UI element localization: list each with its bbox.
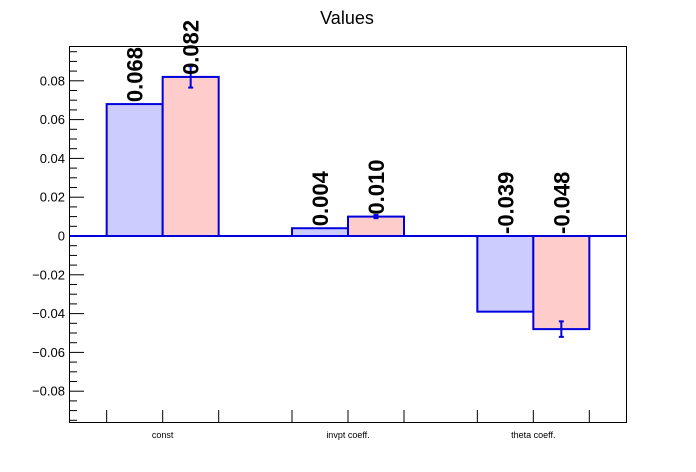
bar-value-label: 0.068 xyxy=(123,47,148,102)
bar xyxy=(291,227,349,238)
bars xyxy=(70,65,626,338)
y-tick-label: −0.06 xyxy=(32,345,65,360)
y-tick-label: 0.02 xyxy=(40,190,65,205)
x-category-label: theta coeff. xyxy=(511,430,555,440)
y-tick-label: 0 xyxy=(58,229,65,244)
bar xyxy=(161,75,220,237)
axis-ticks: −0.08 −0.06 −0.04 −0.02 0 0.02 0.04 0.06 0.08 xyxy=(32,51,590,422)
plot-frame xyxy=(69,46,627,423)
y-tick-label: −0.02 xyxy=(32,267,65,282)
bar-value-label: 0.004 xyxy=(308,170,333,226)
bar-value-label: -0.048 xyxy=(549,172,574,234)
bar-value-labels: 0.068 0.004 -0.039 0.082 0.010 -0.048 xyxy=(123,20,575,234)
bar-value-label: 0.082 xyxy=(179,20,204,75)
chart-title: Values xyxy=(320,8,374,28)
bar-value-label: -0.039 xyxy=(493,172,518,234)
bar-value-label: 0.010 xyxy=(364,160,389,215)
bar xyxy=(476,235,535,313)
y-tick-label: 0.06 xyxy=(40,112,65,127)
bar xyxy=(532,235,591,331)
x-category-label: invpt coeff. xyxy=(326,430,369,440)
y-tick-label: 0.08 xyxy=(40,73,65,88)
bar xyxy=(105,103,164,237)
y-tick-label: −0.08 xyxy=(32,384,65,399)
y-tick-label: 0.04 xyxy=(40,151,65,166)
bar xyxy=(347,215,405,238)
category-labels: const invpt coeff. theta coeff. xyxy=(152,430,556,440)
x-category-label: const xyxy=(152,430,174,440)
y-tick-label: −0.04 xyxy=(32,306,65,321)
